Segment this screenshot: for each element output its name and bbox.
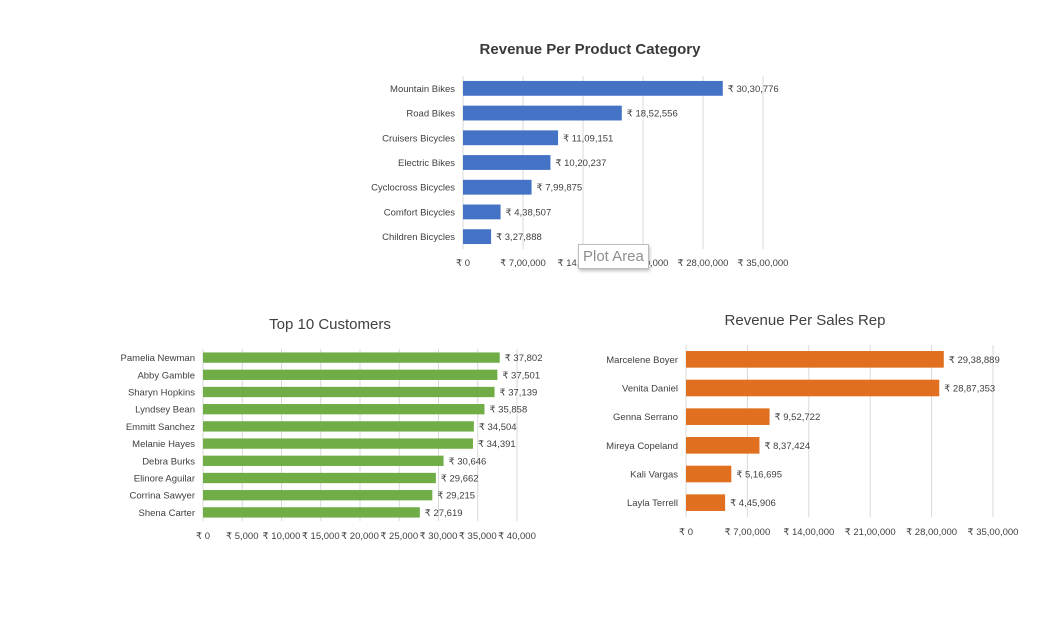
plot-area-tooltip: Plot Area (578, 244, 649, 269)
bar (203, 386, 495, 398)
bar (463, 179, 532, 195)
chart-title: Revenue Per Product Category (479, 41, 701, 58)
category-label: Layla Terrell (627, 498, 678, 509)
category-label: Pamelia Newman (121, 353, 195, 364)
data-label: ₹ 29,215 (437, 491, 475, 502)
x-tick-label: ₹ 28,00,000 (678, 258, 729, 269)
bar (686, 351, 944, 368)
data-label: ₹ 3,27,888 (496, 232, 542, 243)
x-tick-label: ₹ 20,000 (341, 531, 379, 542)
data-label: ₹ 18,52,556 (627, 109, 678, 120)
chart-plot-area[interactable]: ₹ 0₹ 7,00,000₹ 14,00,000₹ 21,00,000₹ 28,… (330, 30, 850, 280)
bar (686, 408, 770, 425)
category-label: Marcelene Boyer (606, 355, 678, 366)
category-label: Mireya Copeland (606, 441, 678, 452)
revenue-per-category-chart[interactable]: Revenue Per Product Category ₹ 0 ₹ 7,00,0… (330, 30, 850, 280)
category-label: Elinore Aguilar (134, 474, 195, 485)
x-tick-label: ₹ 15,000 (302, 531, 340, 542)
category-label: Cruisers Bicycles (382, 133, 455, 144)
bar (203, 455, 444, 466)
data-label: ₹ 37,802 (505, 353, 543, 364)
category-label: Lyndsey Bean (135, 405, 195, 416)
x-tick-label: ₹ 0 (679, 527, 693, 538)
x-tick-label: ₹ 35,00,000 (968, 527, 1019, 538)
x-tick-label: ₹ 14,00,000 (783, 527, 834, 538)
data-label: ₹ 28,87,353 (944, 384, 995, 395)
chart-title: Top 10 Customers (269, 316, 391, 333)
category-label: Mountain Bikes (390, 84, 455, 95)
x-tick-label: ₹ 28,00,000 (906, 527, 957, 538)
x-tick-label: ₹ 21,00,000 (845, 527, 896, 538)
bar (203, 472, 436, 484)
data-label: ₹ 29,38,889 (949, 355, 1000, 366)
bar (463, 130, 559, 146)
bar (686, 437, 760, 454)
x-tick-label: ₹ 7,00,000 (500, 258, 546, 269)
data-label: ₹ 37,501 (502, 370, 540, 381)
category-label: Abby Gamble (137, 370, 195, 381)
data-label: ₹ 35,858 (489, 405, 527, 416)
category-label: Cyclocross Bicycles (371, 183, 455, 194)
chart-plot-area[interactable]: ₹ 0 ₹ 5,000 ₹ 10,000 ₹ 15,000 ₹ 20,000 ₹ 25,0… (100, 305, 560, 555)
bar (203, 507, 420, 518)
category-label: Comfort Bicycles (384, 207, 456, 218)
x-tick-label: ₹ 0 (456, 258, 470, 269)
bar (203, 404, 485, 415)
x-tick-label: ₹ 0 (196, 531, 210, 542)
category-label: Shena Carter (138, 508, 195, 519)
category-label: Sharyn Hopkins (128, 388, 195, 399)
category-label: Venita Daniel (622, 384, 678, 395)
bar (463, 105, 622, 121)
data-label: ₹ 5,16,695 (736, 470, 782, 481)
data-label: ₹ 34,504 (479, 422, 517, 433)
category-label: Corrina Sawyer (130, 491, 195, 502)
category-label: Kali Vargas (630, 470, 678, 481)
category-label: Emmitt Sanchez (126, 422, 195, 433)
x-tick-label: ₹ 5,000 (226, 531, 258, 542)
bar (463, 155, 551, 170)
data-label: ₹ 11,09,151 (563, 133, 613, 144)
bar (463, 229, 492, 245)
data-label: ₹ 27,619 (425, 508, 463, 519)
x-tick-label: ₹ 10,000 (263, 531, 301, 542)
bar (203, 369, 498, 380)
data-label: ₹ 7,99,875 (537, 183, 583, 194)
category-label: Electric Bikes (398, 158, 455, 169)
data-label: ₹ 10,20,237 (555, 158, 606, 169)
bar (203, 490, 433, 501)
chart-plot-area[interactable]: ₹ 0 ₹ 7,00,000 ₹ 14,00,000 ₹ 21,00,000 ₹ 28,… (580, 300, 1030, 550)
bar (203, 421, 474, 432)
data-label: ₹ 30,30,776 (728, 84, 779, 95)
bar (686, 465, 732, 483)
x-tick-label: ₹ 25,000 (380, 531, 418, 542)
data-label: ₹ 34,391 (478, 439, 516, 450)
category-label: Genna Serrano (613, 412, 678, 423)
data-label: ₹ 9,52,722 (775, 412, 821, 423)
bar (203, 438, 473, 449)
x-tick-label: ₹ 7,00,000 (725, 527, 771, 538)
revenue-per-sales-rep-chart[interactable]: Revenue Per Sales Rep ₹ 0 ₹ 7,00,000 ₹ 14,… (580, 300, 1030, 550)
x-tick-label: ₹ 40,000 (498, 531, 536, 542)
bar (463, 204, 501, 220)
bar (203, 352, 500, 363)
x-tick-label: ₹ 35,000 (459, 531, 497, 542)
category-label: Road Bikes (406, 109, 455, 120)
category-label: Children Bicycles (382, 232, 455, 243)
bar (686, 494, 726, 511)
top-customers-chart[interactable]: Top 10 Customers ₹ 0 ₹ 5,000 ₹ 10,000 ₹ 15,… (100, 305, 560, 555)
data-label: ₹ 30,646 (449, 456, 487, 467)
bar (463, 80, 723, 96)
x-tick-label: ₹ 30,000 (420, 531, 458, 542)
data-label: ₹ 8,37,424 (764, 441, 810, 452)
bar (686, 379, 940, 397)
x-tick-label: ₹ 35,00,000 (738, 258, 789, 269)
category-label: Debra Burks (142, 456, 195, 467)
data-label: ₹ 29,662 (441, 474, 479, 485)
data-label: ₹ 37,139 (500, 388, 538, 399)
data-label: ₹ 4,38,507 (506, 207, 552, 218)
chart-title: Revenue Per Sales Rep (724, 312, 886, 329)
category-label: Melanie Hayes (132, 439, 195, 450)
data-label: ₹ 4,45,906 (730, 498, 776, 509)
